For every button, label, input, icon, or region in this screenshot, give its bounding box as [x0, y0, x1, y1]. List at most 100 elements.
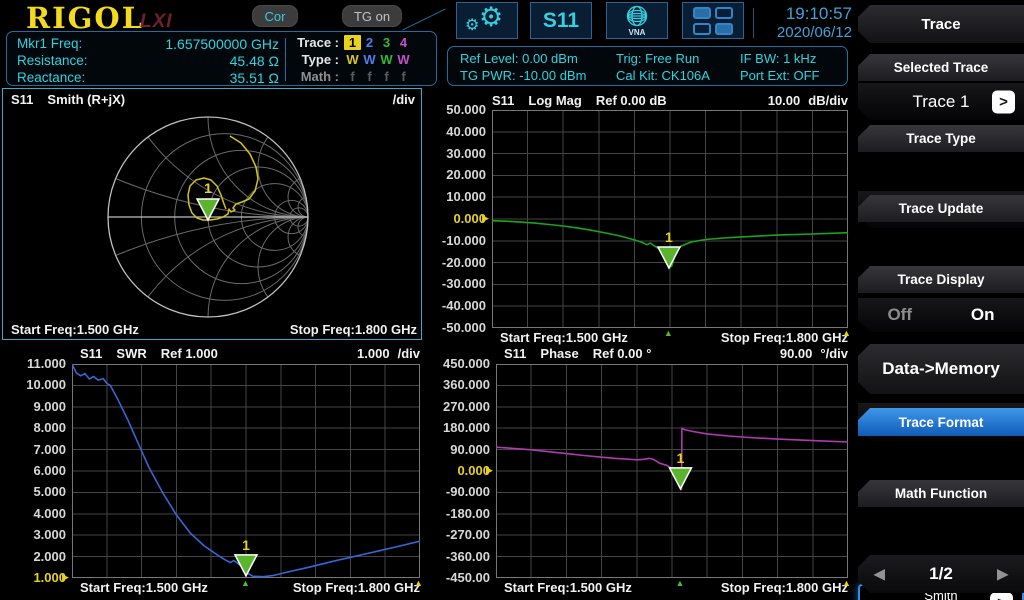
- cal-kit-text: Cal Kit: CK106A: [616, 68, 710, 83]
- smith-div-label: /div: [392, 92, 415, 107]
- y-tick-label: -90.000: [445, 484, 490, 500]
- smith-chart-plot: 1: [3, 89, 421, 339]
- y-tick-label: 20.000: [446, 167, 486, 183]
- ref-level-arrow: ▶: [486, 465, 493, 475]
- if-bw-text: IF BW: 1 kHz: [740, 51, 817, 66]
- y-tick-label: 360.000: [443, 377, 490, 393]
- y-tick-label: -50.000: [441, 320, 486, 335]
- y-tick-label: 5.000: [33, 484, 66, 500]
- y-tick-label: -360.00: [445, 548, 490, 564]
- y-tick-label: 1.000: [33, 570, 66, 585]
- y-tick-label: 0.000: [453, 211, 486, 226]
- page-next-arrow[interactable]: ▶: [997, 565, 1008, 582]
- trace-update-on[interactable]: On: [970, 305, 995, 324]
- mkr1-freq-value: 1.657500000 GHz: [165, 36, 279, 52]
- math-status-row: Math : f f f f: [300, 69, 406, 84]
- svg-text:1: 1: [665, 229, 673, 245]
- page-prev-arrow[interactable]: ◀: [874, 565, 885, 582]
- softkey-menu: Trace Selected Trace Trace 1 > Trace Typ…: [858, 0, 1024, 600]
- system-settings-button[interactable]: ⚙ ⚙: [456, 2, 518, 39]
- reactance-value: 35.51 Ω: [229, 70, 279, 86]
- trace-2-badge[interactable]: 2: [365, 35, 374, 50]
- chevron-right-icon: >: [992, 90, 1015, 113]
- data-to-memory-button[interactable]: Data->Memory: [858, 344, 1024, 394]
- swr-title: S11 SWR Ref 1.000 1.000/div: [80, 346, 420, 361]
- svg-text:1: 1: [677, 450, 685, 466]
- smith-chart-panel[interactable]: S11 Smith (R+jX) /div 1 Start Freq:1.500 …: [2, 88, 422, 340]
- logmag-title: S11 Log Mag Ref 0.00 dB 10.00 dB/div: [492, 93, 848, 108]
- phase-y-axis: 450.000 360.000 270.000 180.000 90.000 0.000 -…: [428, 356, 490, 585]
- y-tick-label: -30.000: [441, 276, 486, 292]
- y-tick-label: 7.000: [33, 441, 66, 457]
- port-ext-text: Port Ext: OFF: [740, 68, 820, 83]
- ref-level-arrow: ▶: [482, 213, 489, 223]
- mkr1-freq-label: Mkr1 Freq:: [17, 36, 83, 51]
- trace-display-header: Trace Display: [858, 266, 1024, 293]
- y-tick-label: 3.000: [33, 527, 66, 543]
- trace-3-badge[interactable]: 3: [382, 35, 391, 50]
- y-tick-label: -180.00: [445, 505, 490, 521]
- trace-1-badge[interactable]: 1: [344, 35, 361, 50]
- trace-update-toggle[interactable]: Off On: [858, 298, 1024, 332]
- logmag-stop-freq: Stop Freq:1.800 GHz: [720, 330, 848, 345]
- y-tick-label: -270.00: [445, 527, 490, 543]
- smith-stop-freq: Stop Freq:1.800 GHz: [289, 322, 417, 337]
- tg-power-text: TG PWR: -10.00 dBm: [460, 68, 587, 83]
- logmag-start-freq: Start Freq:1.500 GHz: [500, 330, 628, 345]
- swr-plot: 1: [71, 363, 421, 583]
- y-tick-label: 450.000: [443, 356, 490, 371]
- y-tick-label: -40.000: [441, 298, 486, 314]
- lxi-logo: LXI: [140, 11, 173, 32]
- y-tick-label: 10.000: [26, 377, 66, 393]
- trace-indicator: ▲: [414, 578, 423, 588]
- marker-position-indicator: ▲: [663, 328, 673, 338]
- page-indicator: 1/2: [929, 564, 953, 583]
- phase-freq-footer: Start Freq:1.500 GHz Stop Freq:1.800 GHz: [504, 580, 848, 595]
- y-tick-label: -20.000: [441, 254, 486, 270]
- math-function-header: Math Function: [858, 480, 1024, 507]
- phase-title: S11 Phase Ref 0.00 ° 90.00 °/div: [504, 346, 848, 361]
- measurement-settings-panel: Ref Level: 0.00 dBm TG PWR: -10.00 dBm T…: [447, 46, 848, 86]
- correction-status-badge[interactable]: Cor: [252, 5, 298, 27]
- trace-4-badge[interactable]: 4: [399, 35, 408, 50]
- marker-panel-divider: [285, 38, 286, 81]
- vna-label: VNA: [628, 27, 646, 37]
- logmag-y-axis: 50.000 40.000 30.000 20.000 10.000 0.000 -10.0…: [424, 102, 486, 335]
- y-tick-label: 6.000: [33, 463, 66, 478]
- quad-layout-icon: [693, 6, 733, 35]
- ref-level-arrow: ▶: [62, 572, 69, 582]
- y-tick-label: 11.000: [26, 356, 66, 371]
- gear-icon: ⚙ ⚙: [465, 2, 504, 34]
- panel-connector-line: [402, 8, 446, 31]
- clock: 19:10:57 2020/06/12: [740, 4, 852, 41]
- y-tick-label: 10.000: [446, 189, 486, 205]
- time-text: 19:10:57: [785, 4, 852, 23]
- menu-title: Trace: [858, 5, 1024, 43]
- swr-y-axis: 11.000 10.000 9.000 8.000 7.000 6.000 5.000 4.0…: [6, 356, 66, 585]
- vna-globe-icon: [626, 5, 648, 26]
- logmag-plot: 1: [491, 109, 849, 333]
- tracking-generator-badge[interactable]: TG on: [342, 5, 402, 27]
- reactance-label: Reactance:: [17, 70, 86, 85]
- date-text: 2020/06/12: [776, 23, 852, 41]
- trace-indicator: ▲: [842, 328, 851, 338]
- marker-position-indicator: ▲: [241, 578, 250, 588]
- swr-freq-footer: Start Freq:1.500 GHz Stop Freq:1.800 GHz: [80, 580, 420, 595]
- measurement-select-button[interactable]: S11: [530, 2, 592, 39]
- phase-stop-freq: Stop Freq:1.800 GHz: [720, 580, 848, 595]
- menu-pager: ◀ 1/2 ▶: [858, 555, 1024, 593]
- marker-position-indicator: ▲: [675, 578, 685, 588]
- smith-start-freq: Start Freq:1.500 GHz: [11, 322, 139, 337]
- y-tick-label: 270.000: [443, 398, 490, 414]
- svg-text:1: 1: [242, 537, 250, 553]
- phase-plot: 1: [495, 363, 849, 583]
- window-layout-button[interactable]: [682, 2, 744, 39]
- swr-start-freq: Start Freq:1.500 GHz: [80, 580, 208, 595]
- type-status-row: Type : W W W W: [301, 52, 410, 67]
- trace-status-row: Trace : 1 2 3 4: [293, 35, 412, 50]
- trace-update-off[interactable]: Off: [887, 305, 912, 324]
- trigger-text: Trig: Free Run: [616, 51, 700, 66]
- selected-trace-button[interactable]: Trace 1 >: [858, 83, 1024, 120]
- vna-mode-button[interactable]: VNA: [606, 2, 668, 39]
